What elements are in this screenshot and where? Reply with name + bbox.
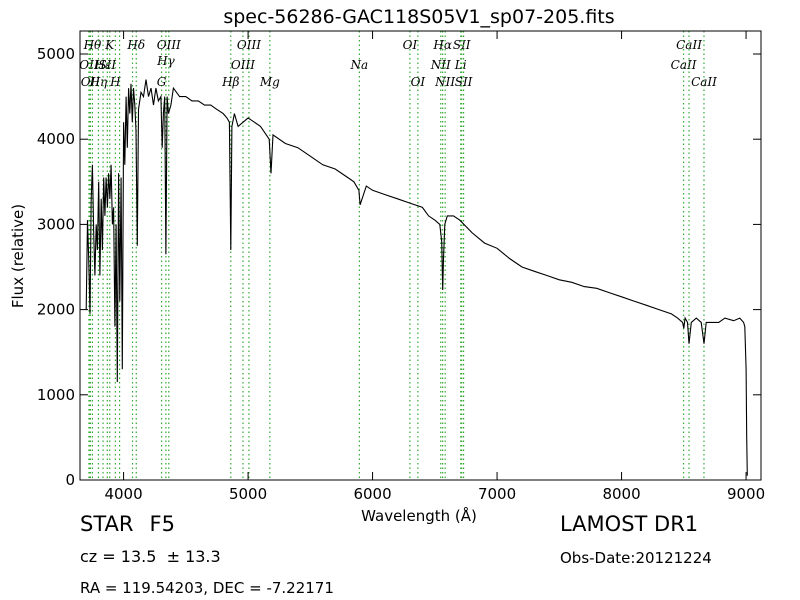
x-tick-label: 4000 [104,485,142,503]
x-tick-label: 6000 [353,485,391,503]
line-label: OII [81,75,101,89]
y-tick-label: 2000 [37,301,75,319]
line-label: SII [455,75,473,89]
redshift-text: cz = 13.5 ± 13.3 [80,547,221,566]
line-label: Mg [259,75,280,89]
coordinates-text: RA = 119.54203, DEC = -7.22171 [80,579,334,597]
x-tick-label: 8000 [602,485,640,503]
x-axis: 4000 5000 6000 7000 8000 9000 [104,31,765,503]
line-label: NII [434,75,455,89]
line-label: Na [350,58,369,72]
line-label: Hθ [83,38,102,52]
line-label: Li [454,58,467,72]
y-tick-label: 1000 [37,386,75,404]
x-tick-label: 9000 [727,485,765,503]
y-tick-label: 0 [65,471,75,489]
x-axis-label: Wavelength (Å) [361,506,477,525]
line-label: OII [79,58,99,72]
observation-date: Obs-Date:20121224 [560,549,712,567]
spectral-line-markers: OIIOIIHθHηHεSIIKHHδGHγOIIIHβOIIIOIIIMgNa… [79,31,717,480]
line-label: OIII [157,38,181,52]
y-tick-label: 4000 [37,130,75,148]
line-label: Hα [432,38,452,52]
x-tick-label: 7000 [478,485,516,503]
line-label: OIII [237,38,261,52]
plot-frame [79,30,762,481]
line-label: OIII [231,58,255,72]
line-label: Hβ [221,75,239,89]
line-label: NII [430,58,451,72]
y-tick-label: 3000 [37,215,75,233]
line-label: SII [98,58,116,72]
survey-name: LAMOST DR1 [560,512,699,536]
line-label: OI [403,38,418,52]
line-label: CaII [676,38,702,52]
line-label: Hδ [126,38,145,52]
line-label: OI [411,75,426,89]
line-label: Hη [89,75,108,89]
line-label: CaII [691,75,717,89]
line-label: CaII [671,58,697,72]
chart-title: spec-56286-GAC118S05V1_sp07-205.fits [223,6,614,28]
line-label: H [109,75,121,89]
y-axis: 0 1000 2000 3000 4000 5000 [37,45,761,489]
y-axis-label: Flux (relative) [9,204,27,308]
line-label: Hγ [156,54,175,68]
class-label: STAR [80,512,134,536]
line-label: K [104,38,115,52]
line-label: SII [453,38,471,52]
spectral-class: STAR F5 [80,512,175,536]
y-tick-label: 5000 [37,45,75,63]
spectrum-line [85,79,748,476]
subclass-label: F5 [149,512,175,536]
x-tick-label: 5000 [229,485,267,503]
line-label: G [157,75,167,89]
